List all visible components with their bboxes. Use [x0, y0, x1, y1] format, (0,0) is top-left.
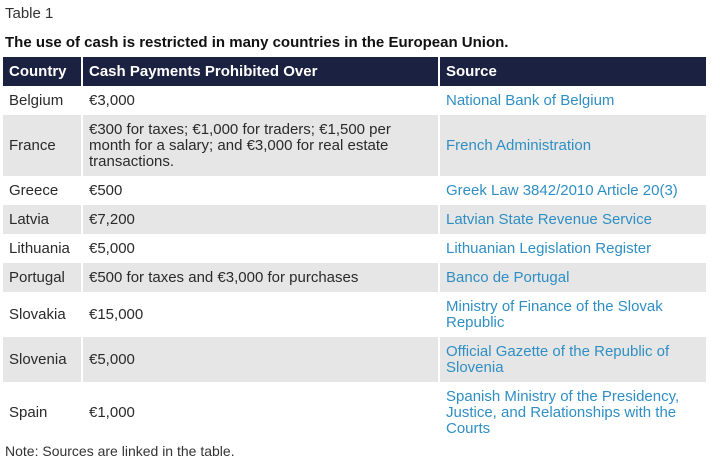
- table-label: Table 1: [5, 5, 54, 22]
- table-row: Slovakia €15,000 Ministry of Finance of …: [3, 292, 706, 337]
- limit-cell: €500: [82, 176, 440, 205]
- limit-cell: €500 for taxes and €3,000 for purchases: [82, 263, 440, 292]
- table-row: Belgium €3,000 National Bank of Belgium: [3, 86, 706, 115]
- source-cell: National Bank of Belgium: [439, 86, 706, 115]
- country-cell: Slovakia: [3, 292, 83, 337]
- source-cell: Banco de Portugal: [439, 263, 706, 292]
- source-link[interactable]: Latvian State Revenue Service: [446, 210, 652, 228]
- limit-cell: €1,000: [82, 382, 440, 443]
- source-cell: Official Gazette of the Republic of Slov…: [439, 337, 706, 382]
- column-header-country: Country: [3, 57, 83, 86]
- table-row: Greece €500 Greek Law 3842/2010 Article …: [3, 176, 706, 205]
- table-row: Spain €1,000 Spanish Ministry of the Pre…: [3, 382, 706, 443]
- country-cell: France: [3, 115, 83, 176]
- source-link[interactable]: French Administration: [446, 136, 592, 154]
- country-cell: Belgium: [3, 86, 83, 115]
- country-cell: Portugal: [3, 263, 83, 292]
- header-row: Country Cash Payments Prohibited Over So…: [3, 57, 706, 86]
- source-link[interactable]: Banco de Portugal: [446, 268, 570, 286]
- source-cell: Lithuanian Legislation Register: [439, 234, 706, 263]
- source-link[interactable]: Official Gazette of the Republic of Slov…: [446, 342, 670, 376]
- table-row: Slovenia €5,000 Official Gazette of the …: [3, 337, 706, 382]
- limit-cell: €15,000: [82, 292, 440, 337]
- table-row: Latvia €7,200 Latvian State Revenue Serv…: [3, 205, 706, 234]
- source-cell: Spanish Ministry of the Presidency, Just…: [439, 382, 706, 443]
- source-link[interactable]: Ministry of Finance of the Slovak Republ…: [446, 297, 663, 331]
- table-row: France €300 for taxes; €1,000 for trader…: [3, 115, 706, 176]
- table-note: Note: Sources are linked in the table.: [5, 443, 235, 459]
- source-cell: Ministry of Finance of the Slovak Republ…: [439, 292, 706, 337]
- source-link[interactable]: National Bank of Belgium: [446, 91, 615, 109]
- limit-cell: €5,000: [82, 337, 440, 382]
- cash-restrictions-table: Country Cash Payments Prohibited Over So…: [3, 57, 706, 443]
- source-cell: Latvian State Revenue Service: [439, 205, 706, 234]
- table-row: Lithuania €5,000 Lithuanian Legislation …: [3, 234, 706, 263]
- source-cell: Greek Law 3842/2010 Article 20(3): [439, 176, 706, 205]
- table-caption: The use of cash is restricted in many co…: [5, 34, 509, 51]
- country-cell: Spain: [3, 382, 83, 443]
- table-row: Portugal €500 for taxes and €3,000 for p…: [3, 263, 706, 292]
- column-header-limit: Cash Payments Prohibited Over: [82, 57, 440, 86]
- limit-cell: €3,000: [82, 86, 440, 115]
- limit-cell: €7,200: [82, 205, 440, 234]
- limit-cell: €300 for taxes; €1,000 for traders; €1,5…: [82, 115, 440, 176]
- source-link[interactable]: Greek Law 3842/2010 Article 20(3): [446, 181, 678, 199]
- country-cell: Slovenia: [3, 337, 83, 382]
- limit-cell: €5,000: [82, 234, 440, 263]
- country-cell: Greece: [3, 176, 83, 205]
- source-cell: French Administration: [439, 115, 706, 176]
- column-header-source: Source: [439, 57, 706, 86]
- source-link[interactable]: Lithuanian Legislation Register: [446, 239, 652, 257]
- country-cell: Lithuania: [3, 234, 83, 263]
- country-cell: Latvia: [3, 205, 83, 234]
- source-link[interactable]: Spanish Ministry of the Presidency, Just…: [446, 387, 680, 437]
